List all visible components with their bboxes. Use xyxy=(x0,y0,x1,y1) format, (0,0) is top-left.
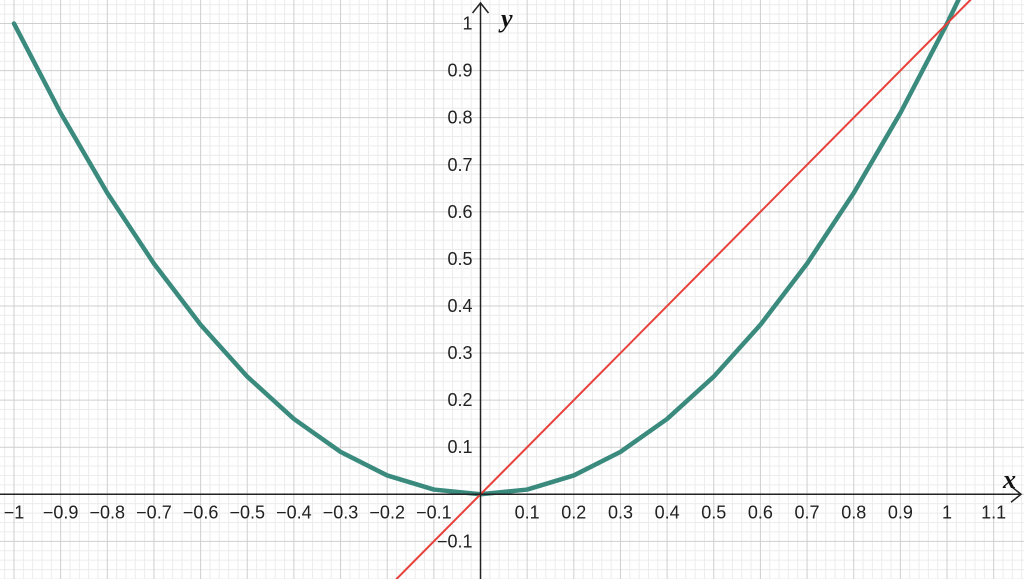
x-tick-label: −0.3 xyxy=(323,502,359,522)
x-tick-label: −0.9 xyxy=(43,502,79,522)
x-axis-arrow xyxy=(1010,485,1023,503)
y-tick-label: 0.9 xyxy=(447,61,472,81)
y-tick-label: 0.6 xyxy=(447,202,472,222)
x-tick-label: −1 xyxy=(4,502,25,522)
x-tick-label: 0.5 xyxy=(701,502,726,522)
y-tick-label: 0.8 xyxy=(447,108,472,128)
y-tick-label: 0.5 xyxy=(447,249,472,269)
x-tick-label: 0.1 xyxy=(515,502,540,522)
parabola-series xyxy=(11,0,961,497)
y-tick-label: 0.1 xyxy=(447,437,472,457)
x-tick-label: −0.8 xyxy=(90,502,126,522)
y-tick-label: 0.2 xyxy=(447,390,472,410)
line-series xyxy=(395,0,972,579)
x-tick-label: −0.5 xyxy=(229,502,265,522)
x-tick-label: 1.1 xyxy=(981,502,1006,522)
x-tick-label: −0.1 xyxy=(416,502,452,522)
x-tick-label: 0.6 xyxy=(748,502,773,522)
x-tick-label: 0.9 xyxy=(888,502,913,522)
y-tick-label: −0.1 xyxy=(437,531,473,551)
x-tick-label: −0.2 xyxy=(369,502,405,522)
x-tick-label: 0.2 xyxy=(561,502,586,522)
x-axis-label: x xyxy=(1002,465,1016,494)
x-tick-label: 0.3 xyxy=(608,502,633,522)
y-tick-label: 0.4 xyxy=(447,296,472,316)
x-tick-label: 0.7 xyxy=(795,502,820,522)
y-tick-label: 0.3 xyxy=(447,343,472,363)
series-layer xyxy=(11,0,972,579)
x-tick-label: −0.4 xyxy=(276,502,312,522)
y-axis-label: y xyxy=(498,4,513,33)
x-tick-label: 0.8 xyxy=(841,502,866,522)
tick-labels: −1 −0.9 −0.8 −0.7 −0.6 −0.5 −0.4 −0.3 −0.2 −0.1 0.… xyxy=(4,14,1006,552)
x-tick-label: 0.4 xyxy=(655,502,680,522)
y-tick-label: 1 xyxy=(462,14,472,34)
x-tick-label: −0.6 xyxy=(183,502,219,522)
x-tick-label: −0.7 xyxy=(136,502,172,522)
y-axis-arrow xyxy=(471,1,490,14)
y-tick-label: 0.7 xyxy=(447,155,472,175)
x-tick-label: 1 xyxy=(942,502,952,522)
